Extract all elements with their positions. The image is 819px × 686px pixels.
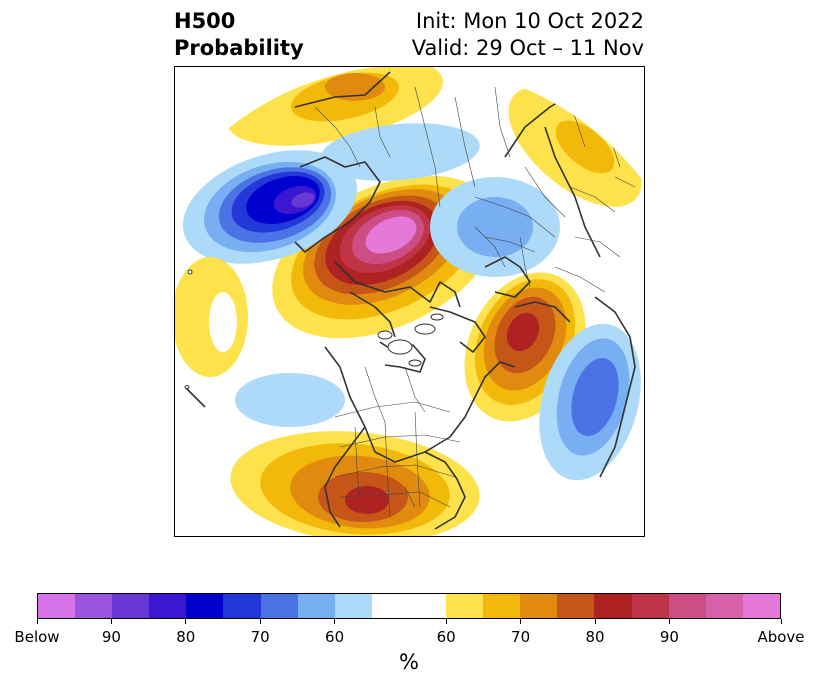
below-anomaly-bering [182,150,358,264]
probability-map [174,66,645,537]
colorbar-unit: % [399,650,419,674]
colorbar-cell [149,594,187,618]
chart-title-left: H500 Probability [174,8,304,62]
colorbar-cell [334,594,372,618]
colorbar-cell [112,594,150,618]
colorbar-tick-label: 70 [250,628,270,646]
colorbar-cell [260,594,298,618]
western-band [175,257,248,377]
colorbar-cell [408,594,447,618]
colorbar-cell [557,594,595,618]
colorbar-tick-mark [668,619,670,624]
colorbar-tick-mark [36,619,38,624]
title-variable: H500 [174,9,236,33]
below-anomaly-pacific [235,373,345,427]
colorbar-tick-label: 70 [511,628,531,646]
colorbar-cell [38,594,76,618]
colorbar-cell [631,594,669,618]
above-anomaly-us [230,431,480,536]
colorbar-cell [668,594,706,618]
colorbar-cell [297,594,335,618]
colorbar-tick-mark [259,619,261,624]
colorbar-cell [446,594,484,618]
coastlines [184,71,636,530]
colorbar-tick-label: Above [757,628,805,646]
colorbar-tick-label: 80 [176,628,196,646]
colorbar-tick-mark [445,619,447,624]
colorbar-tick-mark [334,619,336,624]
map-canvas [175,67,644,536]
colorbar-cell [186,594,224,618]
colorbar-tick-mark [110,619,112,624]
colorbar-tick-label: 60 [436,628,456,646]
colorbar-cell [223,594,261,618]
colorbar-tick-label: Below [14,628,60,646]
colorbar-cell [594,594,632,618]
colorbar-cell [742,594,780,618]
colorbar-tick-mark [520,619,522,624]
colorbar-tick-mark [594,619,596,624]
colorbar-tick-label: 90 [101,628,121,646]
colorbar-tick-mark [185,619,187,624]
chart-title-right: Init: Mon 10 Oct 2022 Valid: 29 Oct – 11… [412,8,644,62]
colorbar [37,593,781,619]
colorbar-cell [483,594,521,618]
colorbar-cell [371,594,409,618]
colorbar-tick-label: 60 [325,628,345,646]
init-date: Init: Mon 10 Oct 2022 [415,9,644,33]
below-anomaly-russia [320,123,560,277]
below-anomaly-europe [539,323,641,481]
islands [184,87,444,389]
colorbar-cell [75,594,113,618]
colorbar-cell [520,594,558,618]
valid-range: Valid: 29 Oct – 11 Nov [411,36,644,60]
colorbar-tick-label: 80 [585,628,605,646]
colorbar-tick-mark [780,619,782,624]
colorbar-tick-label: 90 [659,628,679,646]
title-product: Probability [174,36,304,60]
colorbar-cell [705,594,743,618]
